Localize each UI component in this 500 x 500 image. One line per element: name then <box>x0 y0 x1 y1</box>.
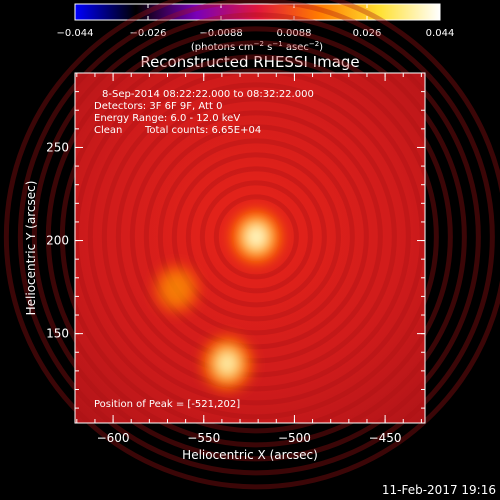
colorbar-ticks: −0.044 −0.026 −0.0088 0.0088 0.026 0.044 <box>56 4 454 39</box>
ripple-ring <box>59 40 453 434</box>
x-tick-label: −500 <box>278 431 311 445</box>
ripple-ring <box>101 82 411 392</box>
y-tick-label: 150 <box>46 327 69 341</box>
info-block: 8-Sep-2014 08:22:22.000 to 08:32:22.000 … <box>94 89 314 136</box>
energy-range: Energy Range: 6.0 - 12.0 keV <box>94 113 240 124</box>
flare-source-core <box>246 225 267 249</box>
x-axis-ticks: −600 −550 −500 −450 <box>76 73 422 445</box>
total-counts: Total counts: 6.65E+04 <box>144 125 261 136</box>
image-title: Reconstructed RHESSI Image <box>140 53 359 71</box>
ripple-ring <box>31 12 481 462</box>
colorbar-tick-label: −0.044 <box>56 28 93 39</box>
y-tick-label: 250 <box>46 140 69 154</box>
y-axis-ticks: 150 200 250 <box>46 72 425 409</box>
x-axis-label: Heliocentric X (arcsec) <box>182 448 318 462</box>
colorbar-gradient <box>74 3 441 21</box>
time-range: 8-Sep-2014 08:22:22.000 to 08:32:22.000 <box>102 89 314 100</box>
ripple-ring <box>129 110 383 364</box>
colorbar-tick-label: −0.0088 <box>199 28 242 39</box>
ripple-ring <box>3 0 500 490</box>
ripple-ring <box>171 152 341 322</box>
ripple-ring <box>143 124 369 350</box>
x-tick-label: −450 <box>369 431 402 445</box>
x-tick-label: −600 <box>97 431 130 445</box>
timestamp: 11-Feb-2017 19:16 <box>382 483 496 497</box>
rhessi-image <box>3 0 500 490</box>
colorbar-tick-label: 0.044 <box>426 28 455 39</box>
image-ripples <box>3 0 500 490</box>
colorbar-units: (photons cm−2 s−1 asec−2) <box>191 40 323 53</box>
ripple-ring <box>73 54 439 420</box>
colorbar: −0.044 −0.026 −0.0088 0.0088 0.026 0.044 (pho… <box>56 3 454 53</box>
y-axis-label: Heliocentric Y (arcsec) <box>24 181 38 316</box>
flare-source-body <box>161 272 192 306</box>
ripple-ring <box>115 96 397 378</box>
ripple-ring <box>157 138 355 336</box>
colorbar-tick-label: 0.0088 <box>277 28 312 39</box>
flare-sources <box>153 209 283 392</box>
ripple-ring <box>17 0 495 476</box>
peak-position: Position of Peak = [-521,202] <box>94 399 240 410</box>
y-tick-label: 200 <box>46 234 69 248</box>
plot-frame <box>74 72 426 424</box>
ripple-ring <box>45 26 467 448</box>
colorbar-tick-label: −0.026 <box>129 28 166 39</box>
ripple-ring <box>199 180 313 294</box>
clean-method: Clean <box>94 125 122 136</box>
colorbar-tick-label: 0.026 <box>353 28 382 39</box>
detectors: Detectors: 3F 6F 9F, Att 0 <box>94 101 222 112</box>
ripple-ring <box>185 166 327 308</box>
ripple-ring <box>87 68 425 406</box>
flare-source-core <box>217 352 238 375</box>
x-tick-label: −550 <box>187 431 220 445</box>
ripple-ring <box>213 194 299 280</box>
